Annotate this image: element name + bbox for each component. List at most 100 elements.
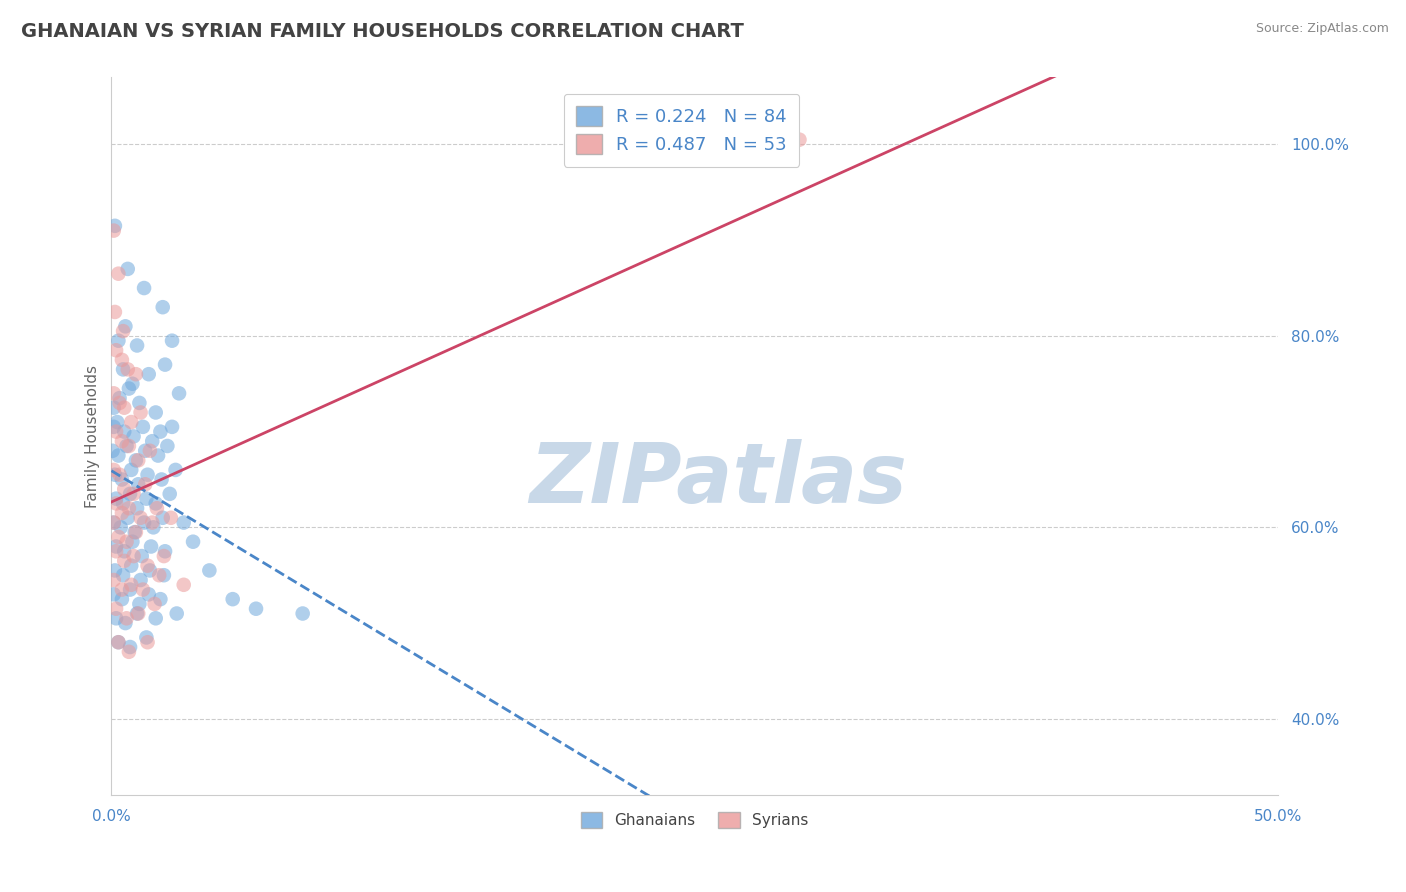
Point [118,439,141,453]
Point [114,319,136,334]
Point [120,578,142,592]
Point [111,506,134,520]
Point [111,473,134,487]
Y-axis label: Family Households: Family Households [86,365,100,508]
Point [134,477,156,491]
Text: ZIPatlas: ZIPatlas [529,439,907,520]
Point [139,540,162,554]
Point [166,607,188,621]
Point [153,544,176,558]
Point [111,434,134,449]
Point [125,338,148,352]
Point [105,611,128,625]
Point [181,534,204,549]
Point [152,300,174,314]
Point [105,601,128,615]
Point [156,439,179,453]
Point [104,305,127,319]
Point [115,534,138,549]
Point [103,516,125,530]
Point [127,477,149,491]
Point [153,549,176,563]
Point [108,467,131,482]
Point [125,607,148,621]
Point [115,439,138,453]
Point [138,587,160,601]
Point [128,597,150,611]
Point [120,582,142,597]
Point [107,334,129,348]
Point [112,324,135,338]
Point [789,133,811,147]
Point [111,582,134,597]
Point [117,362,139,376]
Point [103,386,125,401]
Point [125,525,148,540]
Point [112,401,135,415]
Point [145,496,167,510]
Point [112,554,135,568]
Point [148,568,170,582]
Point [125,453,148,467]
Point [120,558,142,573]
Text: Source: ZipAtlas.com: Source: ZipAtlas.com [1256,22,1389,36]
Point [222,592,245,607]
Point [136,635,159,649]
Point [122,429,145,443]
Point [132,281,155,295]
Point [105,415,128,429]
Point [120,463,142,477]
Point [108,396,131,410]
Point [112,544,135,558]
Point [103,516,125,530]
Point [138,368,160,382]
Point [103,587,125,601]
Point [105,425,128,439]
Point [103,224,125,238]
Point [112,496,135,510]
Point [132,516,155,530]
Point [124,525,146,540]
Point [120,415,142,429]
Point [122,487,145,501]
Point [146,449,169,463]
Point [105,343,128,358]
Point [245,601,267,615]
Point [132,582,155,597]
Point [160,510,183,524]
Point [110,520,132,534]
Point [146,501,169,516]
Point [108,391,131,405]
Point [103,573,125,587]
Point [136,558,159,573]
Point [107,635,129,649]
Point [149,425,172,439]
Point [127,607,149,621]
Point [135,631,157,645]
Point [125,501,148,516]
Point [122,549,145,563]
Point [141,434,163,449]
Point [112,425,135,439]
Point [118,382,141,396]
Point [149,592,172,607]
Point [112,568,135,582]
Point [165,463,187,477]
Point [117,510,139,524]
Point [141,516,163,530]
Point [105,491,128,506]
Point [160,334,183,348]
Point [153,568,176,582]
Point [167,386,190,401]
Point [159,487,181,501]
Point [111,352,134,367]
Point [173,578,195,592]
Point [115,611,138,625]
Legend: Ghanaians, Syrians: Ghanaians, Syrians [575,806,814,834]
Point [129,573,152,587]
Point [103,401,125,415]
Point [112,362,135,376]
Point [103,463,125,477]
Point [136,467,159,482]
Point [107,267,129,281]
